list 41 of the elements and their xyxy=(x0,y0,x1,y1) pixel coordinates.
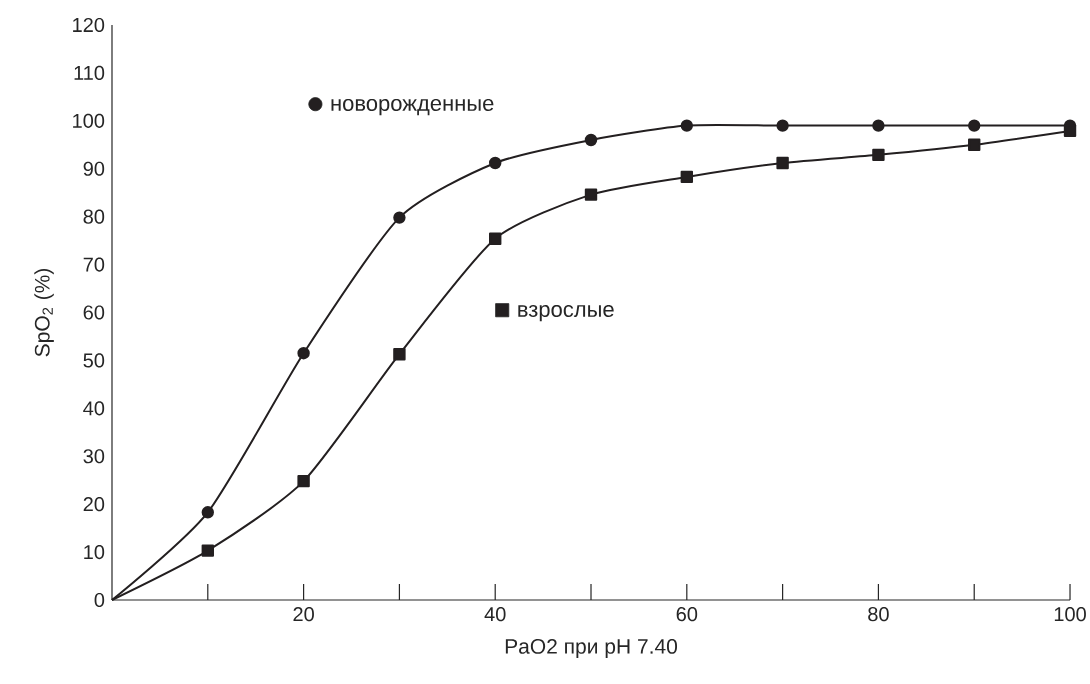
y-tick-label: 110 xyxy=(74,65,105,80)
point xyxy=(1063,124,1077,138)
point xyxy=(489,156,502,170)
point xyxy=(872,119,885,132)
point xyxy=(872,148,885,162)
x-tick-label: 20 xyxy=(293,607,314,622)
point xyxy=(680,170,694,184)
point xyxy=(968,138,981,151)
y-tick-label: 90 xyxy=(83,161,105,176)
y-tick-label: 10 xyxy=(84,545,105,560)
point xyxy=(776,156,789,170)
x-tick-label: 100 xyxy=(1054,607,1086,622)
y-tick-label: 40 xyxy=(83,401,105,416)
point xyxy=(393,211,406,224)
x-tick-label: 60 xyxy=(676,607,698,622)
y-axis-title: SpO$_{2}$ (%) xyxy=(34,268,54,357)
x-axis-title: PaO2 при pH 7.40 xyxy=(505,638,678,658)
point xyxy=(201,544,214,557)
point xyxy=(776,119,789,132)
point xyxy=(297,347,310,360)
point xyxy=(297,474,310,488)
x-tick-label: 40 xyxy=(484,607,506,622)
point xyxy=(393,347,406,361)
legend-label: новорожденные xyxy=(331,98,494,116)
point xyxy=(201,506,214,519)
y-tick-label: 100 xyxy=(73,113,105,128)
point xyxy=(584,188,598,201)
y-tick-label: 20 xyxy=(83,497,105,512)
y-tick-label: 60 xyxy=(83,305,105,320)
y-tick-label: 80 xyxy=(83,209,105,224)
y-tick-label: 70 xyxy=(83,257,105,272)
y-tick-label: 0 xyxy=(94,592,105,608)
legend-label: взрослые xyxy=(518,304,614,322)
point xyxy=(968,119,981,132)
y-tick-label: 50 xyxy=(83,353,105,368)
x-tick-label: 80 xyxy=(868,607,889,622)
y-tick-label: 30 xyxy=(83,449,105,464)
point xyxy=(489,232,502,245)
point xyxy=(584,133,598,147)
y-tick-label: 120 xyxy=(73,17,105,33)
point xyxy=(680,119,694,132)
